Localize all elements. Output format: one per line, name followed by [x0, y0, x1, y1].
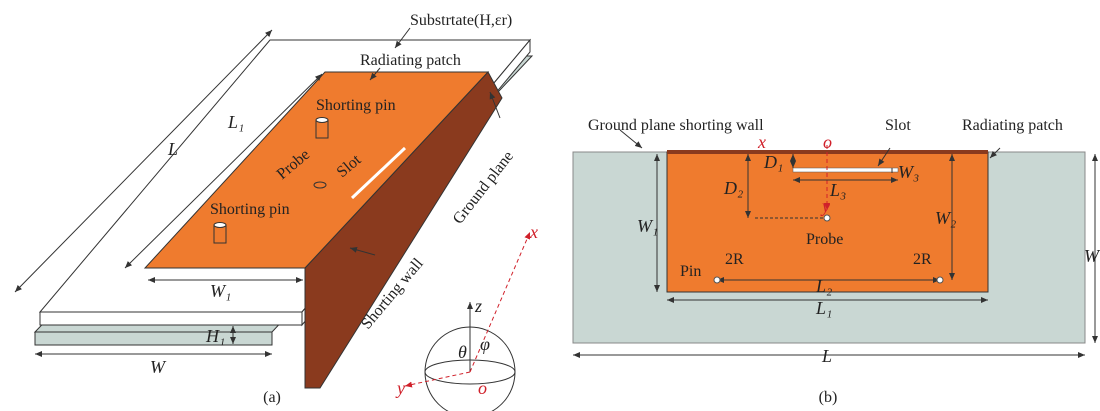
label: 2R [725, 251, 744, 268]
label: 2R [913, 251, 932, 268]
label: W₃ [898, 162, 919, 182]
pin [714, 277, 720, 283]
label: x [757, 132, 766, 152]
label: W [150, 357, 167, 377]
shorting-pin [214, 223, 226, 244]
label: y [395, 378, 405, 398]
label: L₁ [815, 298, 832, 318]
label: Radiating patch [962, 117, 1063, 134]
label: W₂ [935, 208, 956, 228]
slot [793, 168, 898, 172]
substrate-edge [40, 312, 302, 325]
label: φ [480, 334, 490, 354]
label: L [167, 139, 178, 159]
label: L [821, 346, 832, 366]
label: W [1084, 246, 1100, 266]
label: D₂ [723, 178, 743, 198]
label: Probe [806, 231, 843, 248]
label: y [820, 196, 830, 216]
panel-a: Substrtate(H,εr) Radiating patch Shortin… [15, 12, 538, 411]
label: L₁ [227, 112, 244, 132]
label: Shorting pin [210, 201, 290, 218]
label: W₁ [637, 216, 658, 236]
label: o [823, 132, 832, 152]
label: W₁ [210, 281, 231, 301]
label: o [478, 378, 487, 398]
label: x [529, 222, 538, 242]
label: z [474, 296, 482, 316]
label: L₃ [829, 180, 846, 200]
label: Slot [885, 117, 911, 134]
caption: (b) [819, 389, 838, 406]
label: D₁ [763, 152, 783, 172]
pin [937, 277, 943, 283]
label: Radiating patch [360, 52, 461, 69]
label: Substrtate(H,εr) [410, 12, 512, 29]
figure: Substrtate(H,εr) Radiating patch Shortin… [0, 0, 1100, 411]
label: L₂ [815, 276, 832, 296]
label: Pin [680, 263, 701, 280]
panel-b: Ground plane shorting wall Slot Radiatin… [573, 117, 1100, 406]
label: H₁ [205, 326, 225, 346]
label: Ground plane shorting wall [588, 117, 764, 134]
caption: (a) [263, 389, 281, 406]
label: θ [458, 342, 467, 362]
shorting-pin [316, 118, 328, 139]
label: Shorting pin [316, 97, 396, 114]
ground-plane-edge [35, 332, 272, 345]
